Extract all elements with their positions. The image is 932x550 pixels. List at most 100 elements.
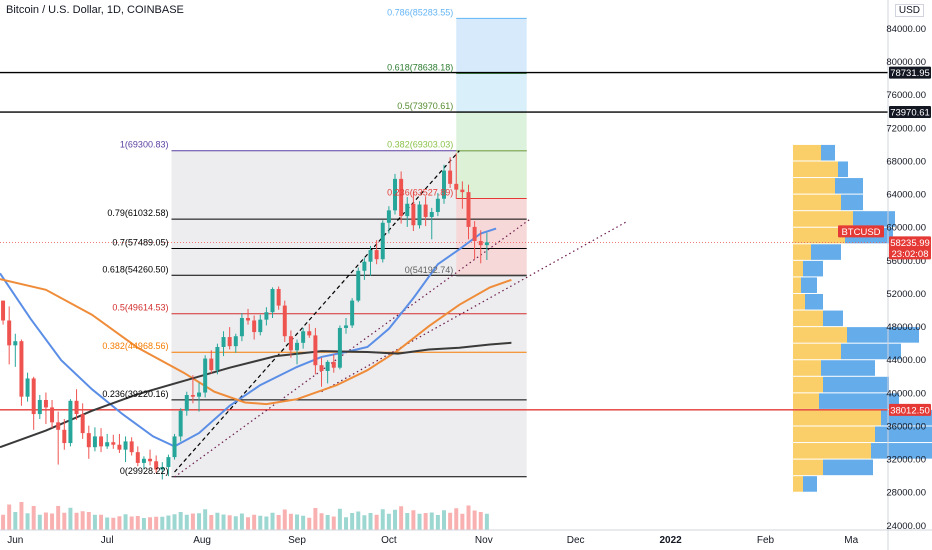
candle-body: [454, 183, 459, 190]
volume-bar: [62, 512, 67, 530]
volume-profile-up: [793, 244, 811, 260]
volume-bar: [160, 516, 165, 530]
y-tick-label: 76000.00: [886, 90, 926, 101]
candle-body: [92, 436, 97, 448]
volume-bar: [276, 515, 281, 530]
fib-extension-label: 0.5(73970.61): [397, 101, 453, 111]
volume-bar: [117, 516, 122, 530]
y-tick-label: 60000.00: [886, 223, 926, 234]
volume-bar: [435, 515, 440, 530]
candle-body: [13, 341, 18, 346]
volume-profile-down: [841, 194, 863, 211]
volume-bar: [154, 516, 159, 530]
candle-body: [331, 361, 336, 368]
candle-body: [209, 358, 214, 371]
volume-bar: [1, 514, 6, 530]
volume-bar: [86, 512, 91, 530]
volume-profile-up: [793, 327, 847, 343]
candle-body: [233, 336, 238, 347]
volume-bar: [295, 514, 300, 530]
volume-bar: [478, 512, 483, 530]
candle-body: [288, 336, 293, 351]
volume-profile-down: [821, 360, 875, 376]
volume-bar: [429, 512, 434, 530]
y-tick-label: 48000.00: [886, 322, 926, 333]
candle-body: [442, 170, 446, 199]
candle-body: [99, 436, 104, 447]
volume-profile-up: [793, 277, 801, 293]
candle-body: [68, 400, 73, 444]
volume-profile-down: [853, 211, 895, 227]
symbol-title: Bitcoin / U.S. Dollar, 1D, COINBASE: [6, 4, 184, 16]
candle-body: [356, 270, 361, 301]
candle-body: [166, 457, 171, 468]
volume-bar: [184, 514, 189, 530]
candle-body: [276, 289, 281, 306]
candle-body: [37, 399, 42, 415]
volume-bar: [129, 516, 134, 530]
volume-profile-down: [823, 459, 873, 476]
volume-profile-up: [793, 360, 821, 376]
volume-profile-down: [871, 443, 932, 459]
volume-bar: [141, 518, 146, 530]
candle-body: [484, 242, 489, 246]
y-tick-label: 72000.00: [886, 123, 926, 134]
candle-body: [62, 429, 67, 444]
fib-retracement-label: 0.236(39220.16): [102, 389, 168, 399]
volume-bar: [221, 514, 226, 530]
volume-profile-down: [823, 310, 843, 327]
volume-bar: [356, 511, 361, 530]
volume-bar: [374, 514, 379, 530]
volume-bar: [25, 513, 30, 530]
candle-body: [380, 222, 385, 260]
candle-body: [197, 392, 202, 397]
candles: [1, 153, 489, 480]
x-tick-label: Dec: [567, 535, 585, 546]
candle-body: [472, 226, 477, 241]
volume-bar: [135, 516, 140, 530]
volume-bar: [472, 510, 477, 530]
price-label-box: [889, 403, 931, 416]
volume-bar: [362, 515, 367, 530]
candle-body: [282, 305, 287, 337]
volume-bar: [7, 504, 12, 530]
ma-short: [0, 227, 497, 448]
volume-bar: [190, 513, 195, 530]
candle-body: [1, 300, 6, 321]
candle-body: [129, 441, 134, 453]
candle-body: [135, 452, 140, 463]
currency-label[interactable]: USD: [894, 4, 924, 17]
volume-profile-down: [835, 178, 863, 194]
candle-body: [411, 203, 416, 226]
volume-bar: [92, 514, 97, 530]
volume-bar: [13, 512, 18, 530]
price-label-box: [889, 236, 931, 249]
volume-profile-down: [841, 343, 901, 360]
fib-extension-zone: [456, 150, 527, 199]
candle-body: [319, 365, 324, 371]
volume-bar: [50, 513, 55, 530]
volume-profile-up: [793, 310, 823, 327]
candle-body: [423, 204, 428, 217]
volume-bar: [399, 506, 404, 530]
volume-bar: [37, 514, 42, 530]
y-tick-label: 32000.00: [886, 455, 926, 466]
candle-body: [19, 341, 24, 397]
x-tick-label: 2022: [659, 535, 682, 546]
drawing-lines: [0, 17, 888, 478]
fib-extension-zone: [456, 112, 527, 151]
volume-profile-down: [801, 277, 817, 293]
volume-bar: [111, 517, 116, 530]
candle-body: [307, 331, 312, 336]
x-tick-label: Ma: [844, 535, 858, 546]
candle-body: [448, 170, 453, 184]
volume-profile-up: [793, 211, 853, 227]
volume-bar: [442, 510, 446, 530]
volume-bar: [331, 516, 336, 530]
y-tick-label: 36000.00: [886, 421, 926, 432]
candle-body: [178, 410, 183, 437]
volume-profile-up: [793, 393, 819, 409]
fib-retracement-label: 0.618(54260.50): [102, 264, 168, 274]
volume-bar: [123, 514, 128, 530]
